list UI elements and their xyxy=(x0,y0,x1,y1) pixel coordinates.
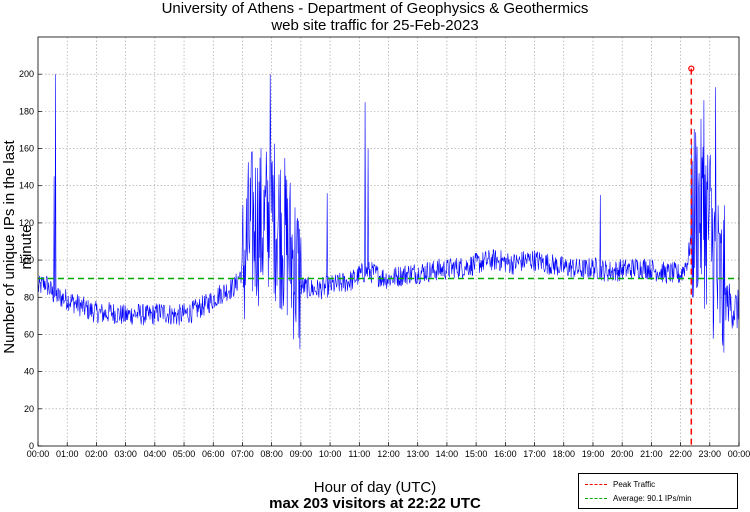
y-tick-label: 0 xyxy=(29,441,34,451)
x-tick-label: 08:00 xyxy=(260,449,283,459)
y-tick-label: 120 xyxy=(19,218,34,228)
x-tick-label: 12:00 xyxy=(377,449,400,459)
x-tick-label: 02:00 xyxy=(85,449,108,459)
x-tick-label: 13:00 xyxy=(406,449,429,459)
y-tick-label: 180 xyxy=(19,106,34,116)
y-tick-label: 80 xyxy=(24,292,34,302)
y-tick-label: 160 xyxy=(19,144,34,154)
x-tick-label: 09:00 xyxy=(290,449,313,459)
chart-title: University of Athens - Department of Geo… xyxy=(161,0,589,17)
legend-label-peak: Peak Traffic xyxy=(613,479,656,489)
x-tick-label: 14:00 xyxy=(436,449,459,459)
y-tick-label: 20 xyxy=(24,404,34,414)
x-tick-label: 00:00 xyxy=(27,449,50,459)
y-tick-label: 140 xyxy=(19,181,34,191)
x-tick-label: 17:00 xyxy=(523,449,546,459)
legend-swatch-average xyxy=(585,497,607,499)
x-tick-label: 06:00 xyxy=(202,449,225,459)
y-tick-label: 40 xyxy=(24,367,34,377)
x-tick-label: 10:00 xyxy=(319,449,342,459)
x-tick-label: 16:00 xyxy=(494,449,517,459)
legend-entry-peak: Peak Traffic xyxy=(585,478,655,490)
x-tick-label: 03:00 xyxy=(114,449,137,459)
x-tick-label: 21:00 xyxy=(640,449,663,459)
x-tick-label: 15:00 xyxy=(465,449,488,459)
summary-text: max 203 visitors at 22:22 UTC xyxy=(269,495,481,512)
x-tick-label: 05:00 xyxy=(173,449,196,459)
x-tick-label: 01:00 xyxy=(56,449,79,459)
plot-frame xyxy=(37,36,740,447)
x-tick-label: 23:00 xyxy=(699,449,722,459)
x-tick-label: 00:00 xyxy=(728,449,750,459)
x-tick-label: 04:00 xyxy=(144,449,167,459)
peak-marker xyxy=(688,65,695,72)
x-tick-label: 07:00 xyxy=(231,449,254,459)
x-tick-label: 20:00 xyxy=(611,449,634,459)
x-axis-label: Hour of day (UTC) xyxy=(313,479,437,496)
y-tick-label: 100 xyxy=(19,255,34,265)
chart-legend: Peak Traffic Average: 90.1 IPs/min xyxy=(578,473,738,509)
x-tick-label: 11:00 xyxy=(348,449,370,459)
legend-label-average: Average: 90.1 IPs/min xyxy=(613,493,692,503)
y-tick-label: 200 xyxy=(19,69,34,79)
x-tick-label: 19:00 xyxy=(582,449,605,459)
legend-swatch-peak xyxy=(585,483,607,485)
x-tick-label: 22:00 xyxy=(669,449,692,459)
x-tick-label: 18:00 xyxy=(552,449,575,459)
legend-entry-average: Average: 90.1 IPs/min xyxy=(585,492,692,504)
y-axis-label: Number of unique IPs in the last minute xyxy=(1,140,35,354)
chart-subtitle: web site traffic for 25-Feb-2023 xyxy=(271,17,479,34)
y-tick-label: 60 xyxy=(24,329,34,339)
